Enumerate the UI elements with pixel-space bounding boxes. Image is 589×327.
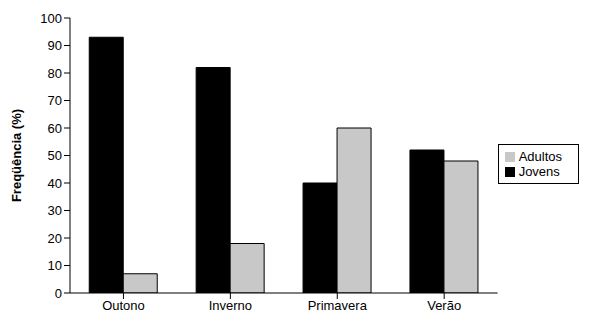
- svg-text:80: 80: [48, 66, 62, 81]
- svg-text:Freqüência (%): Freqüência (%): [9, 109, 24, 202]
- svg-text:Outono: Outono: [102, 298, 145, 313]
- html-text:Jovens: Jovens: [518, 163, 560, 179]
- svg-text:Inverno: Inverno: [209, 298, 252, 313]
- html-text:Adultos: Adultos: [518, 148, 562, 164]
- svg-text:Primavera: Primavera: [308, 298, 368, 313]
- svg-text:Verão: Verão: [427, 298, 461, 313]
- svg-text:40: 40: [48, 176, 62, 191]
- svg-text:20: 20: [48, 231, 62, 246]
- svg-text:100: 100: [40, 11, 62, 26]
- svg-text:70: 70: [48, 93, 62, 108]
- svg-text:90: 90: [48, 38, 62, 53]
- svg-text:10: 10: [48, 258, 62, 273]
- svg-text:60: 60: [48, 121, 62, 136]
- svg-text:30: 30: [48, 203, 62, 218]
- svg-text:0: 0: [55, 286, 62, 301]
- svg-text:50: 50: [48, 148, 62, 163]
